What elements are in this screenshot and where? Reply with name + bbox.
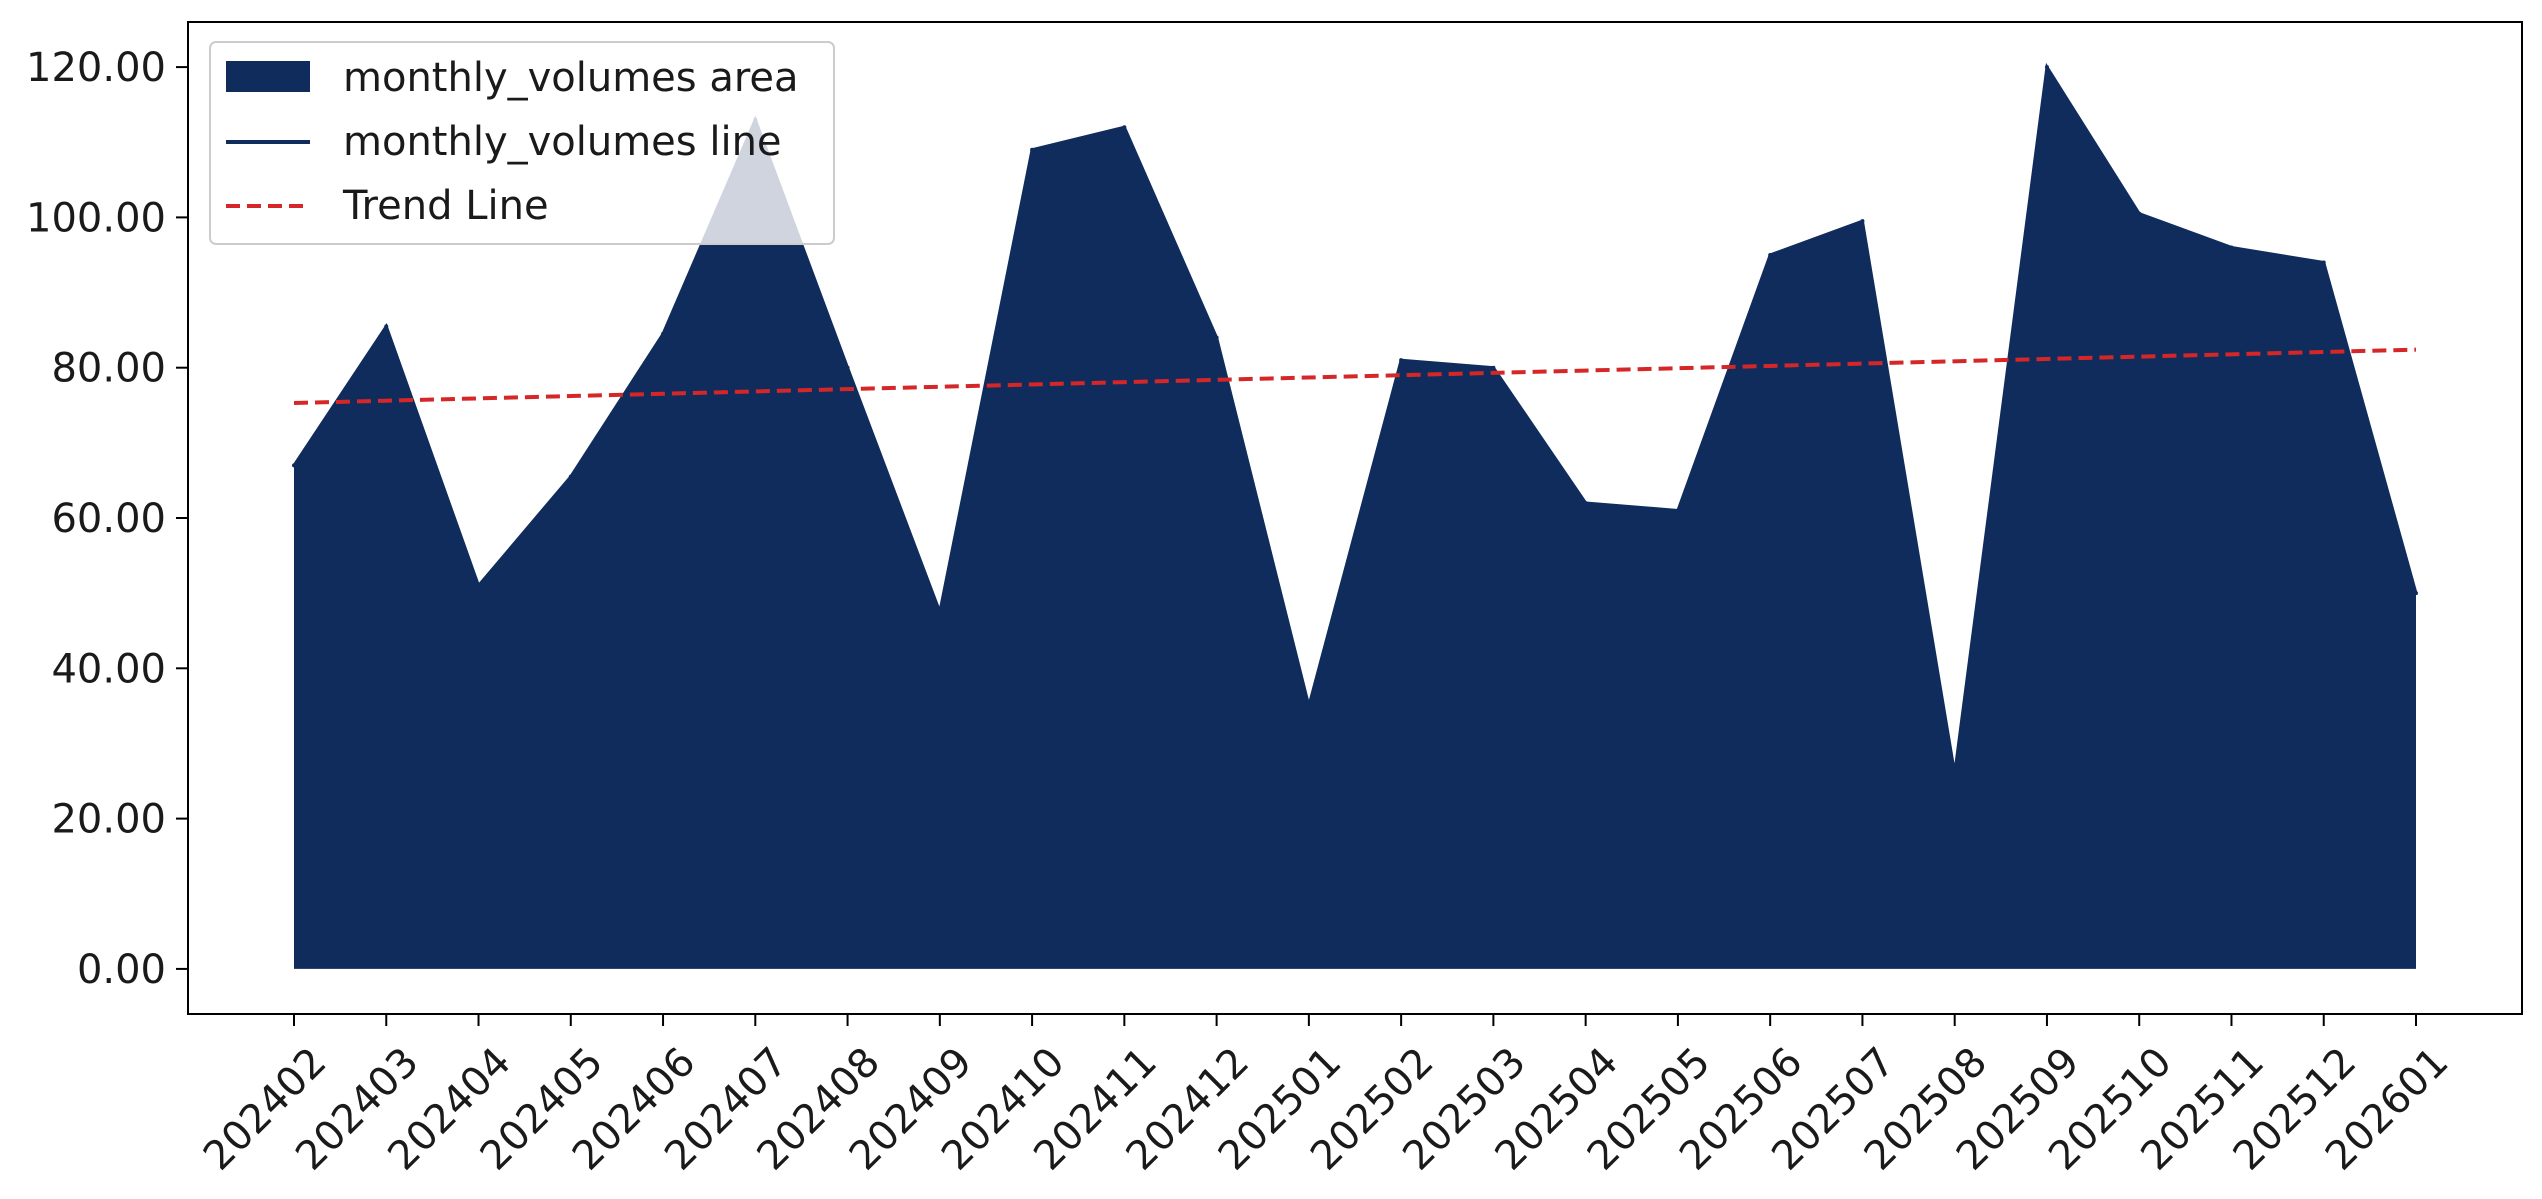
data-point-202409 bbox=[937, 609, 942, 614]
data-point-202411 bbox=[1122, 125, 1127, 130]
y-tick-label: 120.00 bbox=[26, 45, 166, 91]
y-tick-label: 40.00 bbox=[51, 646, 166, 692]
y-tick-label: 80.00 bbox=[51, 346, 166, 392]
data-point-202511 bbox=[2229, 245, 2234, 250]
legend: monthly_volumes area monthly_volumes lin… bbox=[209, 41, 835, 245]
data-point-202503 bbox=[1491, 365, 1496, 370]
data-point-202512 bbox=[2321, 260, 2326, 265]
y-tick-label: 0.00 bbox=[77, 947, 166, 993]
data-point-202412 bbox=[1214, 335, 1219, 340]
y-tick-label: 20.00 bbox=[51, 797, 166, 843]
data-point-202508 bbox=[1952, 771, 1957, 776]
y-tick-label: 60.00 bbox=[51, 496, 166, 542]
data-point-202403 bbox=[384, 324, 389, 329]
trend-line bbox=[293, 347, 2417, 406]
plot-content bbox=[292, 62, 2418, 969]
data-point-202505 bbox=[1675, 508, 1680, 513]
data-point-202408 bbox=[845, 365, 850, 370]
data-point-202506 bbox=[1768, 252, 1773, 257]
legend-box bbox=[209, 41, 835, 245]
legend-area-swatch bbox=[226, 61, 310, 92]
y-tick-label: 100.00 bbox=[26, 195, 166, 241]
data-point-202501 bbox=[1306, 703, 1311, 708]
legend-label-line: monthly_volumes line bbox=[343, 119, 782, 165]
data-point-202601 bbox=[2414, 591, 2418, 596]
data-point-202402 bbox=[292, 463, 296, 468]
data-point-202504 bbox=[1583, 500, 1588, 505]
legend-label-area: monthly_volumes area bbox=[343, 55, 799, 101]
legend-label-trend: Trend Line bbox=[342, 183, 549, 229]
data-point-202507 bbox=[1860, 219, 1865, 224]
data-point-202502 bbox=[1399, 358, 1404, 363]
data-point-202405 bbox=[568, 474, 573, 479]
data-point-202404 bbox=[476, 583, 481, 588]
data-point-202509 bbox=[2044, 65, 2049, 70]
data-point-202406 bbox=[661, 331, 666, 336]
y-axis: 0.00 20.00 40.00 60.00 80.00 100.00 120.00 bbox=[26, 45, 188, 993]
data-point-202410 bbox=[1030, 147, 1035, 152]
volume-line-series bbox=[292, 62, 2418, 774]
area-fill-series bbox=[294, 67, 2416, 969]
data-point-202510 bbox=[2137, 211, 2142, 216]
